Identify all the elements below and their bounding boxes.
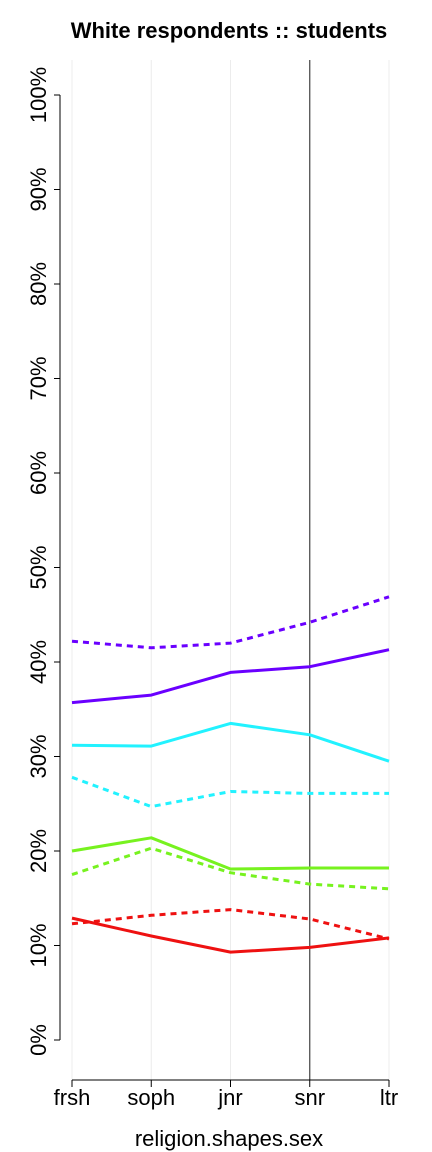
y-tick-label: 40% [26,640,51,684]
series-group [71,595,390,954]
series-line-3 [71,721,390,763]
series-line-1 [71,648,390,705]
y-tick-label: 30% [26,734,51,778]
x-axis: frsh soph jnr snr ltr [54,1079,398,1110]
y-tick-label: 20% [26,829,51,873]
gridlines [71,60,390,1080]
x-tick-label-frsh: frsh [54,1085,91,1110]
y-tick-label: 90% [26,167,51,211]
y-axis: 0% 10% 20% 30% 40% 50% 60% 70% 80% 90% 100% [26,67,61,1056]
y-tick-label: 50% [26,545,51,589]
x-tick-label-snr: snr [294,1085,325,1110]
x-axis-title: religion.shapes.sex [135,1126,323,1151]
x-tick-label-jnr: jnr [217,1085,242,1110]
y-tick-label: 70% [26,356,51,400]
y-tick-label: 100% [26,67,51,123]
series-line-6 [71,846,390,891]
series-line-8 [71,908,390,941]
series-line-2 [71,595,390,650]
chart-title: White respondents :: students [71,18,388,43]
x-tick-label-soph: soph [127,1085,175,1110]
series-line-7 [71,916,390,954]
x-tick-label-ltr: ltr [380,1085,398,1110]
series-line-4 [71,775,389,809]
y-tick-label: 60% [26,451,51,495]
y-tick-label: 0% [26,1024,51,1056]
y-tick-label: 80% [26,262,51,306]
y-tick-label: 10% [26,923,51,967]
series-line-5 [71,836,389,871]
